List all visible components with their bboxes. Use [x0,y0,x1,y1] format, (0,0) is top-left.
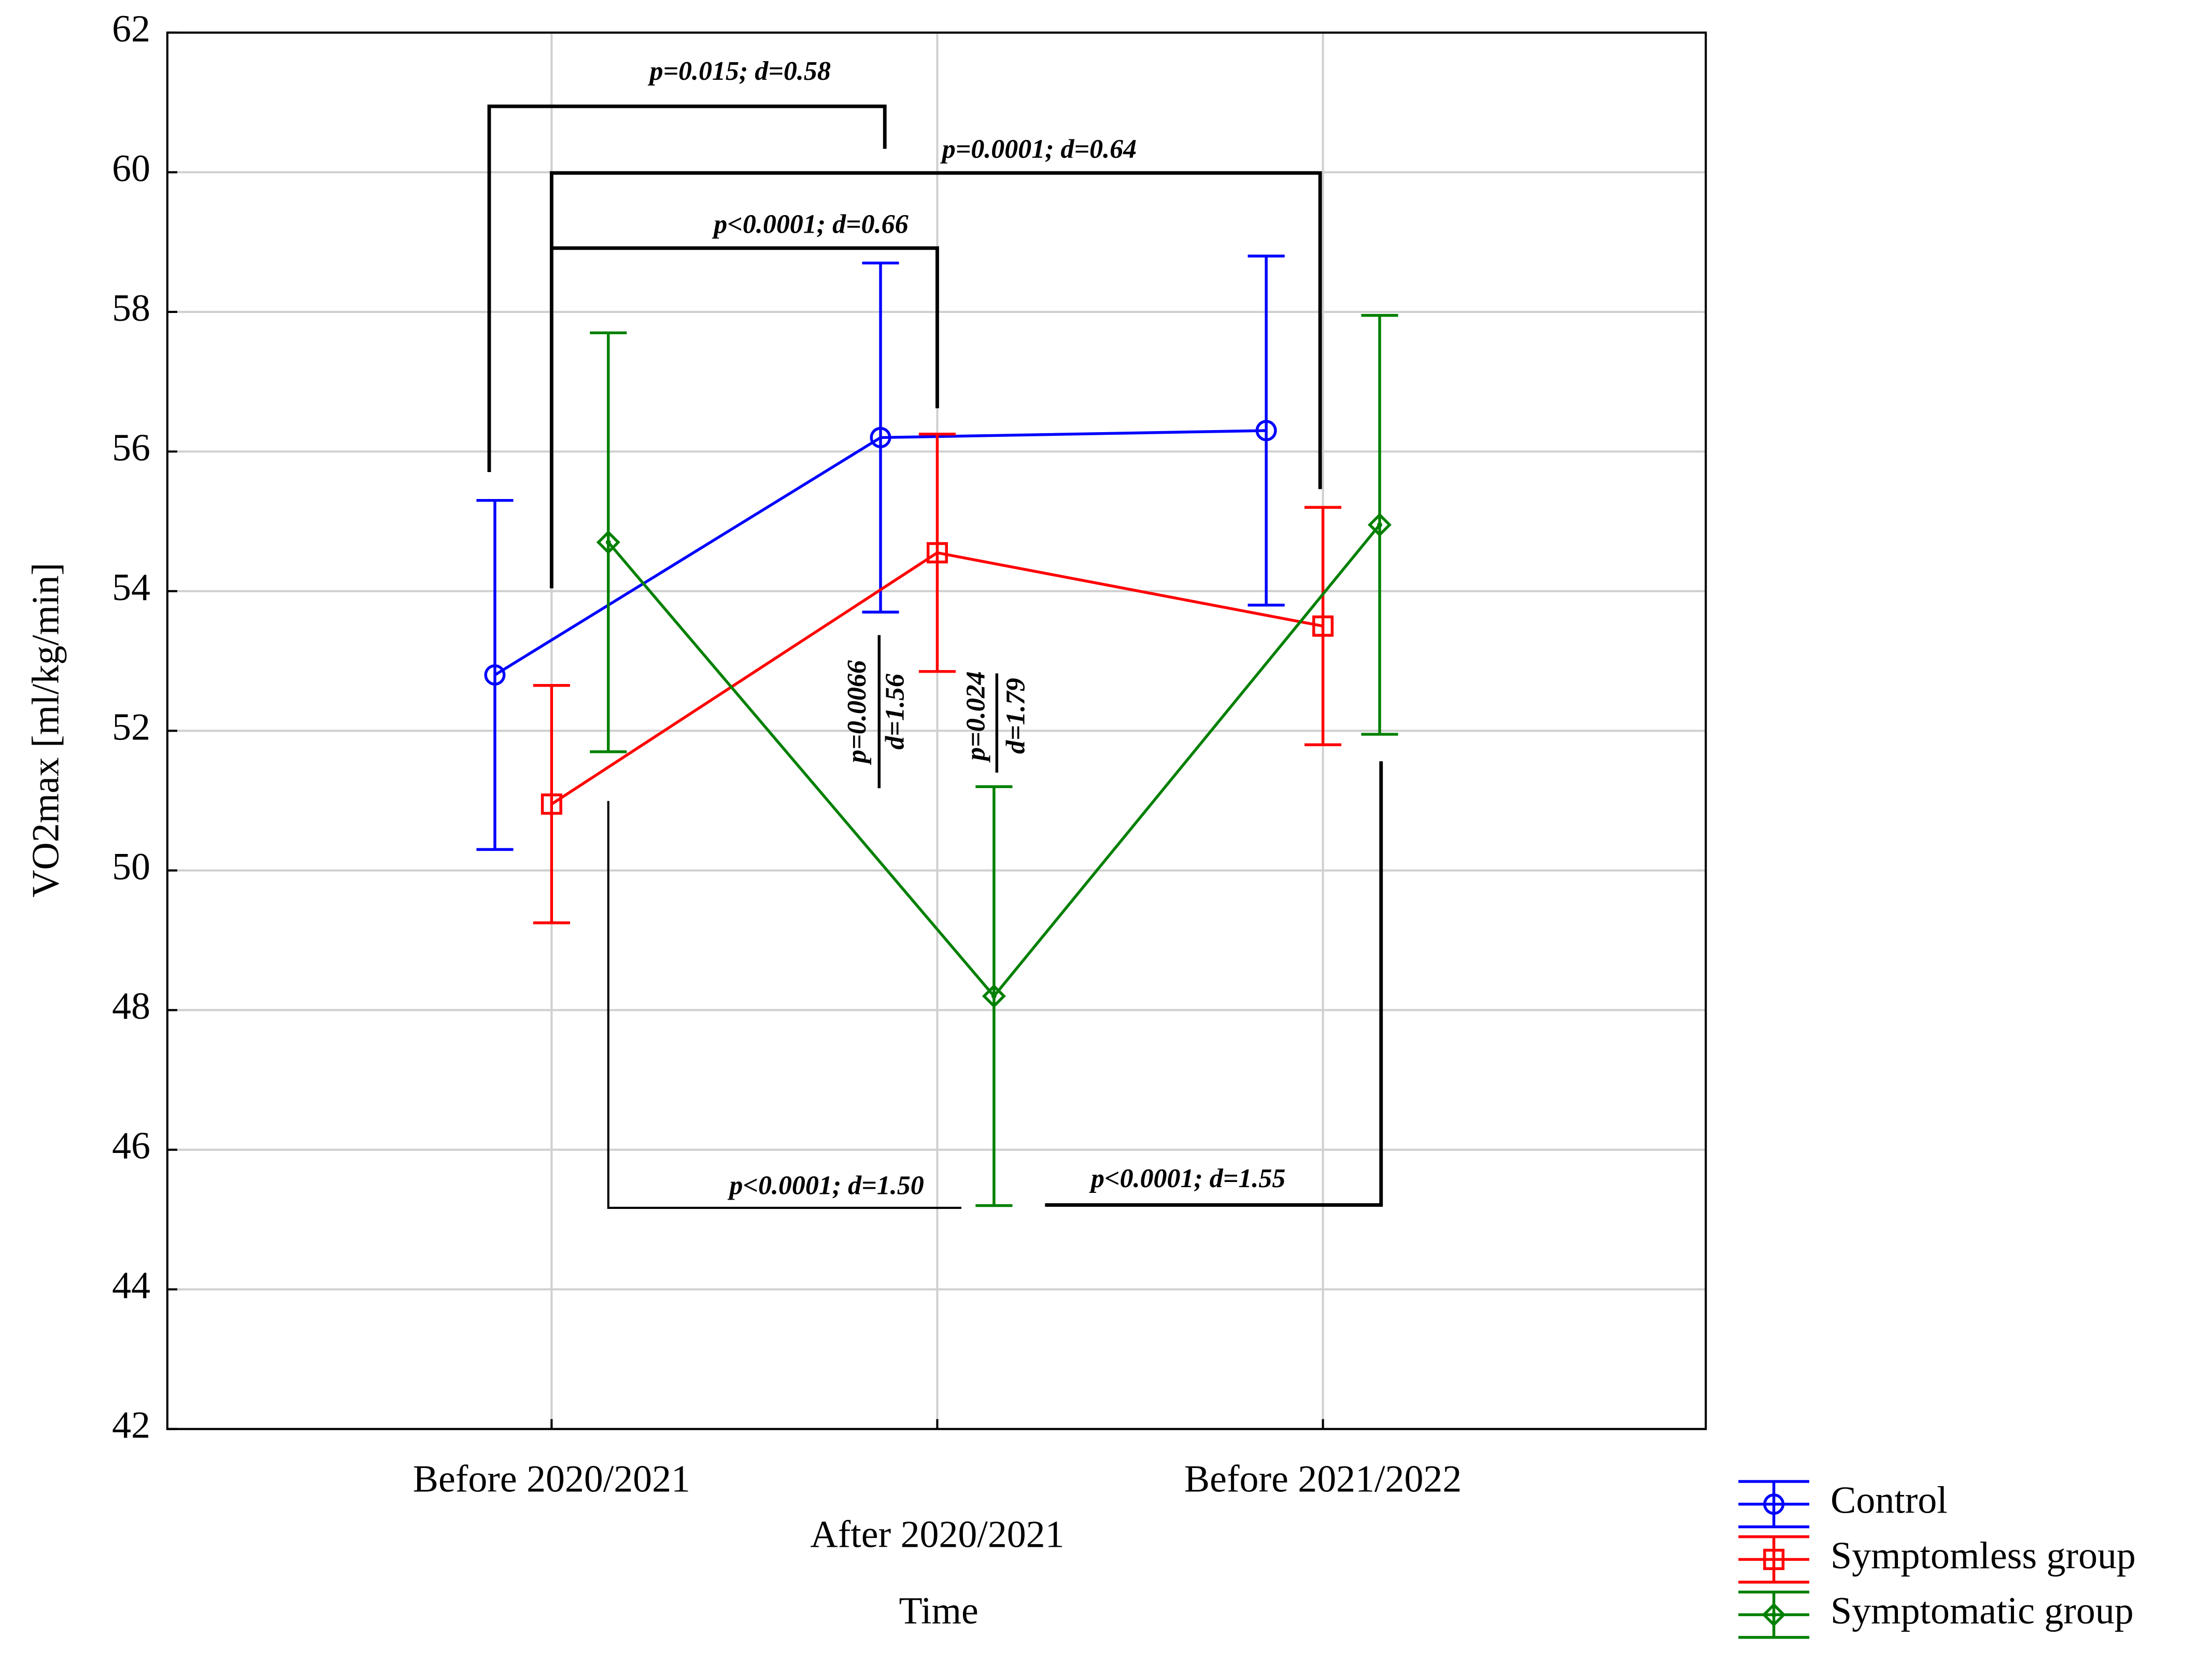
bracket [607,801,961,1209]
marker-dot [605,539,611,545]
annotation: d=1.56 [881,674,910,750]
x-tick-label: After 2020/2021 [810,1513,1064,1555]
legend-label: Control [1831,1479,1948,1521]
marker [1312,615,1334,637]
y-tick-label: 58 [112,287,150,329]
marker-dot [1771,1612,1777,1618]
marker [1763,1548,1785,1570]
marker [484,664,506,686]
marker-shape [1762,1603,1786,1627]
annotation: p<0.0001; d=1.50 [727,1171,924,1201]
marker-dot [991,993,997,999]
annotation: p=0.0066 [842,660,872,765]
series-line [550,551,1324,806]
marker [1762,1603,1786,1627]
y-tick-label: 42 [112,1404,150,1446]
y-tick-label: 54 [112,566,150,608]
series-line [494,429,1267,676]
annotation: d=1.79 [1001,678,1030,754]
bracket [549,171,1322,589]
marker [1255,420,1277,441]
y-tick-label: 52 [112,705,150,748]
marker-shape [982,984,1006,1008]
y-tick-label: 62 [112,7,150,50]
annotation: p<0.0001; d=0.66 [712,210,908,239]
bracket [487,104,887,473]
marker [1763,1493,1785,1515]
legend-entry: Symptomless group [1738,1534,2136,1584]
legend-entry: Symptomatic group [1738,1589,2134,1639]
marker [596,530,620,554]
y-tick-label: 56 [112,426,150,468]
marker-dot [1377,522,1382,528]
annotation: p<0.0001; d=1.55 [1089,1164,1285,1193]
marker [870,426,891,448]
legend-label: Symptomless group [1831,1534,2136,1576]
x-tick-label: Before 2020/2021 [413,1458,690,1500]
x-axis-label: Time [899,1589,979,1632]
marker [982,984,1006,1008]
legend-label: Symptomatic group [1831,1589,2134,1632]
bracket [551,246,939,408]
y-axis-label: VO2max [ml/kg/min] [24,563,67,897]
bracket [1045,761,1383,1207]
annotation: p=0.015; d=0.58 [647,56,830,86]
marker [541,793,562,815]
annotation: p=0.024 [961,671,991,763]
y-tick-label: 50 [112,845,150,888]
marker-shape [596,530,620,554]
legend-entry: Control [1738,1479,1948,1529]
x-tick-label: Before 2021/2022 [1184,1458,1462,1500]
y-tick-label: 44 [112,1264,150,1306]
marker [1367,512,1392,537]
plot-frame [166,31,1707,1430]
y-tick-label: 46 [112,1124,150,1167]
marker-shape [1367,512,1392,537]
y-tick-label: 48 [112,985,150,1027]
y-tick-label: 60 [112,147,150,189]
marker [926,542,948,564]
annotation: p=0.0001; d=0.64 [940,135,1137,164]
